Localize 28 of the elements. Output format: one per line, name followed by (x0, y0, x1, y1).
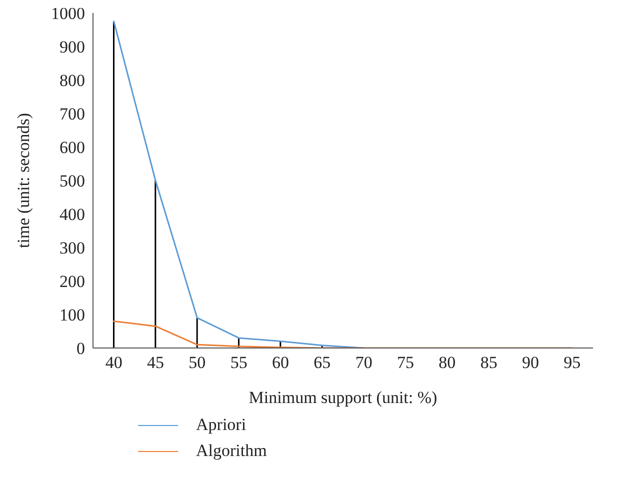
x-tick-label: 45 (147, 353, 164, 372)
x-tick-label: 85 (480, 353, 498, 372)
x-tick-label: 95 (564, 353, 581, 372)
y-tick-label: 0 (76, 339, 85, 358)
x-tick-label: 70 (355, 353, 372, 372)
y-tick-label: 400 (60, 205, 85, 224)
x-tick-label: 65 (314, 353, 331, 372)
x-tick-label: 75 (397, 353, 414, 372)
y-tick-label: 1000 (51, 4, 85, 24)
line-series (113, 20, 365, 348)
x-tick-label: 40 (105, 353, 122, 372)
y-tick-label: 300 (60, 238, 85, 258)
x-tick-label: 80 (438, 353, 456, 372)
y-tick-label: 800 (60, 71, 85, 90)
y-tick-label: 500 (60, 172, 85, 191)
y-tick-label: 600 (60, 138, 85, 158)
y-tick-label: 700 (60, 104, 85, 124)
legend-label: Apriori (196, 414, 246, 436)
x-tick-label: 50 (188, 353, 206, 372)
legend-label: Algorithm (196, 440, 267, 462)
y-tick-label: 200 (60, 272, 85, 292)
x-tick-label: 90 (522, 353, 539, 372)
x-tick-label: 55 (230, 353, 248, 372)
x-tick-label: 60 (272, 353, 289, 372)
y-axis-title: time (unit: seconds) (14, 112, 34, 248)
y-tick-label: 100 (60, 306, 85, 325)
y-tick-label: 900 (60, 38, 85, 57)
x-axis-title: Minimum support (unit: %) (248, 388, 438, 407)
